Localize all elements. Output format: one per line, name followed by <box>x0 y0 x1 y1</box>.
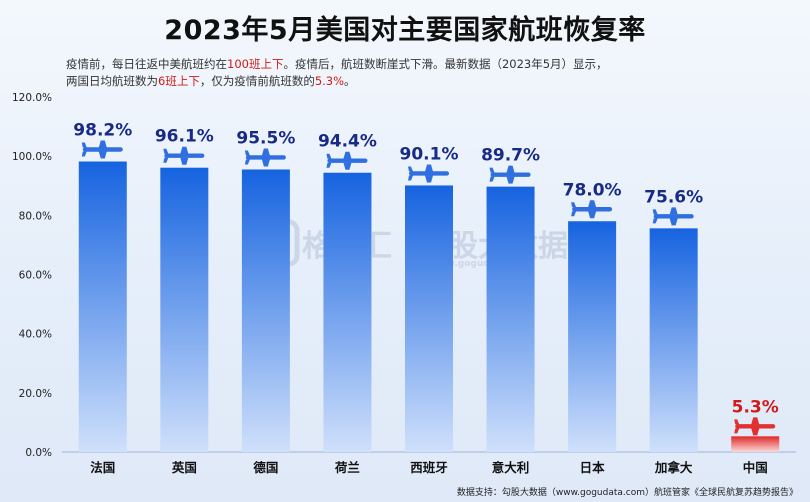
bar <box>405 185 453 452</box>
bar-series: 98.2% 法国 96.1% 英国 95.5% 德国 94.4% 荷兰 90.1% 西班牙 89.7… <box>73 120 780 475</box>
subtitle-text: ，仅为疫情前航班数的 <box>199 74 315 88</box>
bar <box>78 161 127 452</box>
bar <box>568 221 617 452</box>
bar-group: 98.2% 法国 <box>73 120 132 475</box>
data-label: 96.1% <box>155 127 214 147</box>
data-label: 98.2% <box>73 120 132 140</box>
data-label: 94.4% <box>318 132 377 152</box>
data-label: 5.3% <box>732 397 779 417</box>
bar-group: 75.6% 加拿大 <box>644 187 703 475</box>
y-tick-label: 120.0% <box>12 92 52 104</box>
category-label: 中国 <box>743 460 768 475</box>
bar-group: 95.5% 德国 <box>236 128 295 475</box>
bar-group: 90.1% 西班牙 <box>400 144 459 475</box>
airplane-icon <box>244 148 286 167</box>
y-tick-label: 60.0% <box>19 270 52 282</box>
airplane-icon <box>489 165 531 184</box>
airplane-icon <box>734 417 776 436</box>
data-label: 90.1% <box>400 144 459 164</box>
airplane-icon <box>326 151 368 170</box>
data-label: 78.0% <box>563 180 622 200</box>
subtitle-highlight: 5.3% <box>314 74 345 88</box>
category-label: 德国 <box>253 460 278 475</box>
category-label: 加拿大 <box>654 460 693 475</box>
airplane-icon <box>81 140 123 159</box>
subtitle-line-2: 两国日均航班数为6班上下，仅为疫情前航班数的5.3%。 <box>66 73 766 90</box>
airplane-icon <box>652 207 694 226</box>
category-label: 法国 <box>90 460 115 475</box>
subtitle-text: 。疫情后，航班数断崖式下滑。最新数据（2023年5月）显示， <box>283 57 608 71</box>
chart-footer: 数据支持：勾股大数据（www.gogudata.com）航班管家《全球民航复苏趋… <box>456 488 798 498</box>
bar-group: 94.4% 荷兰 <box>318 132 377 475</box>
bar <box>649 228 698 452</box>
bar-group: 78.0% 日本 <box>563 180 622 475</box>
chart-subtitle: 疫情前，每日往返中美航班约在100班上下。疫情后，航班数断崖式下滑。最新数据（2… <box>66 56 766 90</box>
bar <box>241 169 290 452</box>
y-tick-label: 80.0% <box>19 210 52 222</box>
bar <box>323 172 372 452</box>
bar-group: 96.1% 英国 <box>155 127 214 475</box>
subtitle-line-1: 疫情前，每日往返中美航班约在100班上下。疫情后，航班数断崖式下滑。最新数据（2… <box>66 56 766 73</box>
data-label: 75.6% <box>644 187 703 207</box>
category-label: 西班牙 <box>410 460 448 475</box>
subtitle-highlight: 6班上下 <box>158 74 200 88</box>
category-label: 日本 <box>580 460 606 475</box>
bar-group: 89.7% 意大利 <box>481 146 540 475</box>
data-label: 95.5% <box>236 128 295 148</box>
airplane-icon <box>163 146 205 165</box>
airplane-icon <box>408 164 449 183</box>
bar <box>160 167 209 452</box>
category-label: 意大利 <box>492 460 530 475</box>
y-tick-label: 0.0% <box>25 447 52 459</box>
bar <box>731 436 780 452</box>
subtitle-highlight: 100班上下 <box>227 57 284 71</box>
subtitle-text: 。 <box>344 74 356 88</box>
bar-group: 5.3% 中国 <box>731 397 780 475</box>
y-tick-label: 40.0% <box>19 329 52 341</box>
watermark-url: www.gogudata.com <box>430 259 530 269</box>
bar <box>486 186 535 452</box>
category-label: 荷兰 <box>334 460 361 475</box>
category-label: 英国 <box>172 460 197 475</box>
subtitle-text: 两国日均航班数为 <box>66 74 158 88</box>
data-label: 89.7% <box>481 146 540 166</box>
subtitle-text: 疫情前，每日往返中美航班约在 <box>66 57 227 71</box>
y-tick-label: 20.0% <box>19 388 52 400</box>
chart-title: 2023年5月美国对主要国家航班恢复率 <box>164 15 646 46</box>
y-tick-label: 100.0% <box>12 151 52 163</box>
airplane-icon <box>571 200 613 219</box>
